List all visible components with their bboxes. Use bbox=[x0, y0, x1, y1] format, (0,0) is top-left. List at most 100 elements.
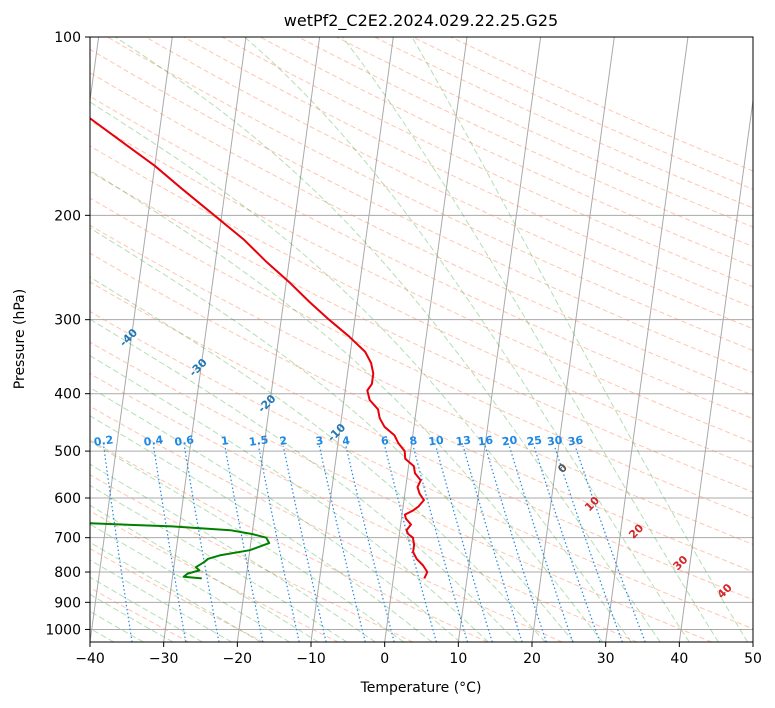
mixing-ratio-line bbox=[508, 445, 574, 642]
moist-adiabat-line bbox=[411, 37, 749, 642]
x-tick-label: −20 bbox=[223, 651, 253, 667]
mixing-ratio-label: 2 bbox=[279, 434, 288, 448]
mixing-ratio-label: 36 bbox=[567, 434, 584, 449]
dry-adiabat-line bbox=[90, 48, 753, 374]
mixing-ratio-label: 30 bbox=[546, 434, 563, 449]
moist-adiabat-line bbox=[90, 169, 603, 642]
isotherm-line bbox=[90, 37, 100, 105]
x-tick-label: 40 bbox=[670, 651, 688, 667]
x-tick-label: 50 bbox=[744, 651, 762, 667]
y-tick-label: 200 bbox=[54, 208, 81, 224]
mixing-ratio-line bbox=[462, 445, 523, 642]
dry-adiabat-line bbox=[90, 510, 339, 642]
dry-adiabat-line bbox=[107, 37, 753, 352]
y-tick-label: 100 bbox=[54, 30, 81, 46]
mixing-ratio-line bbox=[345, 445, 395, 642]
dry-adiabat-line bbox=[90, 548, 264, 642]
moist-adiabat-line bbox=[90, 276, 546, 642]
dry-adiabat-line bbox=[90, 252, 753, 573]
dry-adiabat-label: -50 bbox=[49, 282, 72, 305]
moist-adiabat-line bbox=[90, 227, 575, 642]
dry-adiabat-line bbox=[336, 37, 753, 228]
mixing-ratio-line bbox=[533, 445, 601, 642]
mixing-ratio-line bbox=[484, 445, 547, 642]
mixing-ratio-line bbox=[103, 445, 133, 642]
y-tick-label: 800 bbox=[54, 565, 81, 581]
y-tick-label: 400 bbox=[54, 387, 81, 403]
chart-title: wetPf2_C2E2.2024.029.22.25.G25 bbox=[284, 11, 558, 31]
mixing-ratio-label: 8 bbox=[409, 434, 418, 448]
dry-adiabat-line bbox=[90, 587, 190, 642]
mixing-ratio-line bbox=[318, 445, 366, 642]
dry-adiabat-line bbox=[145, 37, 753, 330]
moist-adiabat-label: 0 bbox=[555, 461, 570, 476]
dry-adiabat-line bbox=[90, 281, 753, 601]
mixing-ratio-line bbox=[384, 445, 437, 642]
mixing-ratio-label: 13 bbox=[455, 434, 472, 449]
mixing-ratio-line bbox=[257, 445, 300, 642]
dry-adiabat-line bbox=[90, 373, 638, 642]
moist-adiabat-line bbox=[90, 318, 518, 642]
mixing-ratio-line bbox=[224, 445, 264, 642]
mixing-ratio-label: 0.2 bbox=[93, 433, 114, 448]
isotherm-line bbox=[163, 37, 247, 642]
moist-adiabat-label: 30 bbox=[671, 553, 691, 573]
dry-adiabat-label: -20 bbox=[255, 392, 278, 415]
x-tick-label: 0 bbox=[380, 651, 389, 667]
mixing-ratio-line bbox=[574, 445, 646, 642]
mixing-ratio-label: 4 bbox=[341, 434, 351, 448]
y-tick-label: 1000 bbox=[45, 622, 81, 638]
x-tick-label: −30 bbox=[149, 651, 179, 667]
moist-adiabat-line bbox=[342, 37, 719, 642]
dry-adiabat-line bbox=[183, 37, 753, 309]
dry-adiabat-line bbox=[90, 72, 753, 396]
mixing-ratio-line bbox=[152, 445, 187, 642]
y-tick-label: 900 bbox=[54, 595, 81, 611]
mixing-ratio-label: 1.5 bbox=[248, 433, 269, 448]
isotherm-line bbox=[605, 37, 689, 642]
moist-adiabat-line bbox=[90, 504, 319, 642]
mixing-ratio-label: 6 bbox=[380, 434, 390, 448]
isotherm-line bbox=[678, 96, 753, 642]
x-tick-label: −10 bbox=[296, 651, 326, 667]
dewpoint-profile-line bbox=[90, 522, 271, 580]
isotherm-line bbox=[752, 638, 753, 642]
dry-adiabat-line bbox=[374, 37, 753, 209]
mixing-ratio-label: 10 bbox=[428, 434, 445, 449]
plot-frame bbox=[89, 36, 754, 643]
isotherm-line bbox=[531, 37, 615, 642]
moist-adiabat-line bbox=[115, 37, 661, 642]
mixing-ratio-line bbox=[282, 445, 327, 642]
x-tick-label: −40 bbox=[75, 651, 105, 667]
mixing-ratio-line bbox=[435, 445, 493, 642]
moist-adiabat-label: 40 bbox=[715, 581, 735, 601]
y-tick-label: 300 bbox=[54, 313, 81, 329]
mixing-ratio-line bbox=[412, 445, 469, 642]
mixing-ratio-label: 3 bbox=[315, 434, 324, 448]
dry-adiabat-line bbox=[90, 197, 753, 519]
isotherm-line bbox=[90, 37, 173, 642]
isotherm-line bbox=[236, 37, 321, 642]
dry-adiabat-label: -60 bbox=[0, 232, 6, 255]
mixing-ratio-label: 0.6 bbox=[174, 433, 195, 449]
mixing-ratio-line bbox=[553, 445, 623, 642]
moist-adiabat-line bbox=[90, 463, 376, 642]
dry-adiabat-line bbox=[90, 405, 563, 642]
y-tick-label: 600 bbox=[54, 491, 81, 507]
y-tick-label: 700 bbox=[54, 531, 81, 547]
moist-adiabat-line bbox=[244, 37, 690, 642]
dry-adiabat-line bbox=[259, 37, 753, 268]
moist-adiabat-line bbox=[90, 355, 489, 642]
x-tick-label: 10 bbox=[449, 651, 467, 667]
moist-adiabat-line bbox=[90, 484, 348, 642]
y-tick-label: 500 bbox=[54, 444, 81, 460]
moist-adiabat-line bbox=[90, 386, 461, 642]
isotherm-line bbox=[384, 37, 468, 642]
moist-adiabat-line bbox=[90, 576, 203, 642]
mixing-ratio-label: 25 bbox=[526, 434, 543, 449]
moist-adiabat-label: 10 bbox=[582, 494, 602, 514]
moist-adiabat-line bbox=[90, 440, 404, 642]
dry-adiabat-line bbox=[90, 310, 753, 630]
dry-adiabat-line bbox=[90, 341, 712, 642]
